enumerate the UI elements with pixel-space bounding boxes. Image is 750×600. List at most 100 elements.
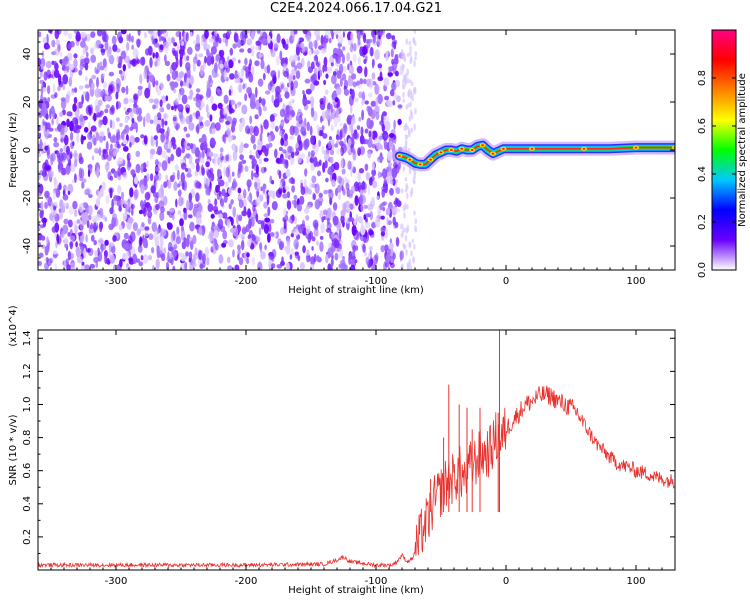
noise-speckle: [68, 77, 73, 87]
noise-speckle: [219, 63, 224, 69]
noise-speckle: [256, 30, 260, 35]
noise-speckle: [180, 51, 186, 56]
noise-speckle: [133, 93, 139, 101]
noise-speckle: [406, 192, 409, 200]
noise-speckle: [145, 112, 151, 123]
noise-speckle: [193, 203, 200, 209]
noise-speckle: [83, 247, 87, 259]
noise-speckle: [202, 141, 208, 150]
noise-speckle: [402, 98, 406, 103]
noise-speckle: [346, 187, 350, 198]
noise-speckle: [73, 96, 78, 104]
noise-speckle: [129, 59, 136, 65]
noise-speckle: [126, 41, 130, 51]
noise-speckle: [95, 105, 99, 113]
y-tick-label: 1.4: [22, 330, 33, 346]
noise-speckle: [84, 264, 90, 270]
noise-speckle: [324, 152, 330, 161]
noise-speckle: [349, 203, 354, 210]
noise-speckle: [328, 136, 333, 141]
noise-speckle: [74, 173, 77, 183]
noise-speckle: [192, 234, 197, 245]
noise-speckle: [301, 45, 306, 54]
noise-speckle: [40, 94, 43, 101]
noise-speckle: [247, 195, 251, 202]
noise-speckle: [213, 156, 217, 166]
noise-speckle: [371, 161, 375, 171]
noise-speckle: [410, 81, 414, 87]
noise-speckle: [185, 32, 189, 42]
noise-speckle: [361, 91, 366, 102]
noise-speckle: [187, 167, 192, 175]
noise-speckle: [391, 167, 398, 179]
noise-speckle: [229, 154, 232, 162]
noise-speckle: [300, 186, 306, 195]
noise-speckle: [185, 77, 190, 88]
noise-speckle: [226, 265, 233, 270]
noise-speckle: [90, 54, 97, 63]
noise-speckle: [320, 48, 327, 54]
noise-speckle: [260, 220, 265, 230]
noise-speckle: [175, 50, 179, 56]
noise-speckle: [107, 84, 113, 95]
noise-speckle: [157, 89, 161, 96]
noise-speckle: [261, 37, 268, 46]
noise-speckle: [177, 210, 182, 215]
noise-speckle: [119, 258, 123, 268]
noise-speckle: [218, 254, 224, 264]
snr-frame: [37, 329, 676, 571]
noise-speckle: [109, 188, 113, 199]
snr-y-axis-label: SNR (10 * v/v): [8, 414, 19, 485]
noise-speckle: [123, 200, 130, 209]
noise-speckle: [302, 30, 308, 35]
noise-speckle: [316, 62, 320, 67]
noise-speckle: [214, 198, 218, 207]
noise-speckle: [226, 256, 231, 263]
noise-speckle: [280, 260, 285, 267]
noise-speckle: [284, 43, 289, 50]
noise-speckle: [179, 56, 183, 68]
noise-speckle: [40, 81, 44, 88]
noise-speckle: [135, 122, 138, 133]
noise-speckle: [319, 130, 322, 137]
noise-speckle: [304, 207, 310, 214]
noise-speckle: [69, 131, 74, 141]
noise-speckle: [72, 200, 78, 210]
noise-speckle: [386, 151, 393, 161]
noise-speckle: [118, 224, 123, 231]
noise-speckle: [159, 211, 165, 221]
noise-speckle: [189, 240, 194, 250]
noise-speckle: [59, 111, 64, 117]
noise-speckle: [77, 101, 83, 109]
noise-speckle: [291, 185, 295, 193]
noise-speckle: [407, 266, 410, 270]
noise-speckle: [357, 38, 361, 46]
noise-speckle: [126, 264, 132, 270]
noise-speckle: [56, 116, 59, 126]
colorbar-tick-label: 0.6: [697, 118, 708, 134]
noise-speckle: [342, 188, 346, 196]
noise-speckle: [128, 98, 135, 103]
noise-speckle: [205, 161, 210, 168]
noise-speckle: [206, 50, 210, 56]
y-tick-label: 0.2: [22, 529, 33, 545]
noise-speckle: [235, 145, 238, 154]
noise-speckle: [206, 111, 210, 119]
noise-speckle: [212, 140, 217, 146]
noise-speckle: [236, 213, 239, 225]
noise-speckle: [68, 219, 73, 228]
noise-speckle: [304, 179, 307, 188]
noise-speckle: [340, 262, 346, 270]
noise-speckle: [201, 150, 205, 160]
noise-speckle: [174, 70, 178, 79]
noise-speckle: [197, 150, 201, 161]
noise-speckle: [199, 121, 204, 127]
noise-speckle: [108, 46, 112, 55]
noise-speckle: [291, 99, 295, 104]
noise-speckle: [84, 84, 90, 89]
noise-speckle: [209, 127, 216, 135]
noise-speckle: [160, 36, 165, 41]
noise-speckle: [348, 217, 355, 222]
noise-speckle: [95, 261, 98, 268]
noise-speckle: [226, 30, 232, 36]
